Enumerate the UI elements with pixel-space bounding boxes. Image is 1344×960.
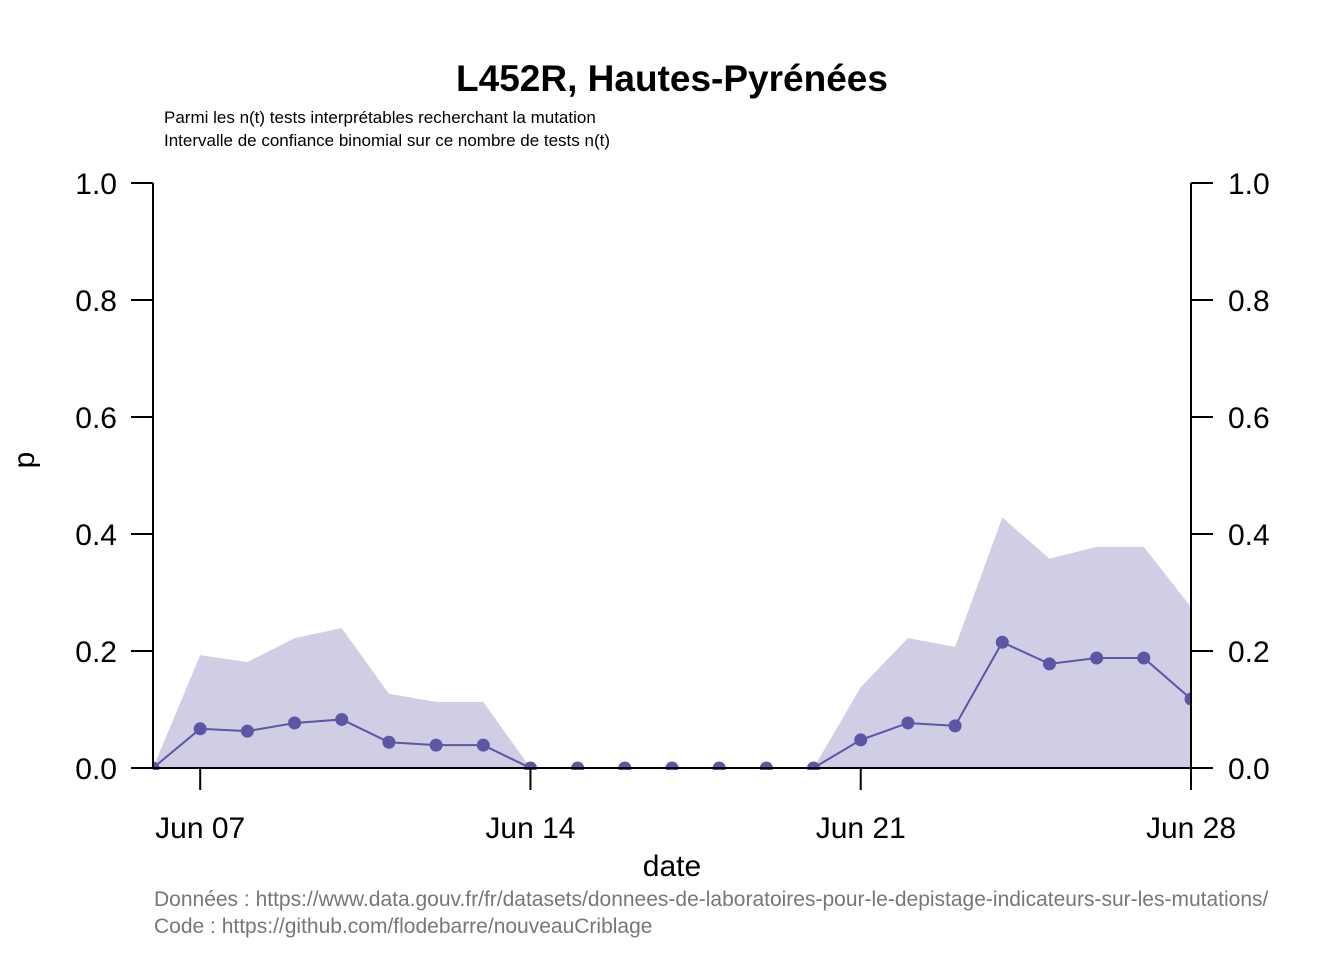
x-tick-label: Jun 14 <box>485 812 575 845</box>
chart-subtitle-line-2: Intervalle de confiance binomial sur ce … <box>164 131 610 150</box>
data-point <box>288 716 302 730</box>
x-axis-label: date <box>643 850 701 883</box>
data-point <box>995 635 1009 649</box>
y-tick-label-right: 0.6 <box>1228 402 1270 435</box>
x-tick-label: Jun 21 <box>816 812 906 845</box>
y-tick-label-left: 0.0 <box>75 753 117 786</box>
data-point <box>476 738 490 752</box>
y-tick-label-right: 0.2 <box>1228 636 1270 669</box>
chart-title: L452R, Hautes-Pyrénées <box>456 58 888 99</box>
data-point <box>193 722 207 736</box>
y-tick-label-right: 0.0 <box>1228 753 1270 786</box>
data-point <box>429 738 443 752</box>
data-source-line: Données : https://www.data.gouv.fr/fr/da… <box>154 888 1268 911</box>
data-point <box>948 719 962 733</box>
data-point <box>1184 692 1191 706</box>
plot-area <box>153 517 1191 770</box>
data-point <box>854 733 868 747</box>
y-tick-label-left: 0.6 <box>75 402 117 435</box>
y-tick-label-left: 1.0 <box>75 168 117 201</box>
data-point <box>901 716 915 730</box>
chart-subtitle-line-1: Parmi les n(t) tests interprétables rech… <box>164 108 596 127</box>
y-tick-label-right: 0.8 <box>1228 285 1270 318</box>
y-tick-label-right: 0.4 <box>1228 519 1270 552</box>
data-point <box>1042 657 1056 671</box>
data-point <box>335 712 349 726</box>
y-tick-label-left: 0.4 <box>75 519 117 552</box>
x-tick-label: Jun 07 <box>155 812 245 845</box>
y-tick-label-right: 1.0 <box>1228 168 1270 201</box>
code-source-line: Code : https://github.com/flodebarre/nou… <box>154 915 652 938</box>
axes: 0.0 0.0 0.2 0.2 0.4 0.4 0.6 0.6 0.8 0.8 1.0 1.0 Jun … <box>75 168 1269 845</box>
data-point <box>1137 651 1151 665</box>
data-point <box>240 724 254 738</box>
confidence-ribbon <box>153 517 1191 768</box>
data-point <box>1090 651 1104 665</box>
data-point <box>382 735 396 749</box>
y-axis-label: p <box>8 452 41 469</box>
x-tick-label: Jun 28 <box>1146 812 1236 845</box>
y-tick-label-left: 0.2 <box>75 636 117 669</box>
y-tick-label-left: 0.8 <box>75 285 117 318</box>
